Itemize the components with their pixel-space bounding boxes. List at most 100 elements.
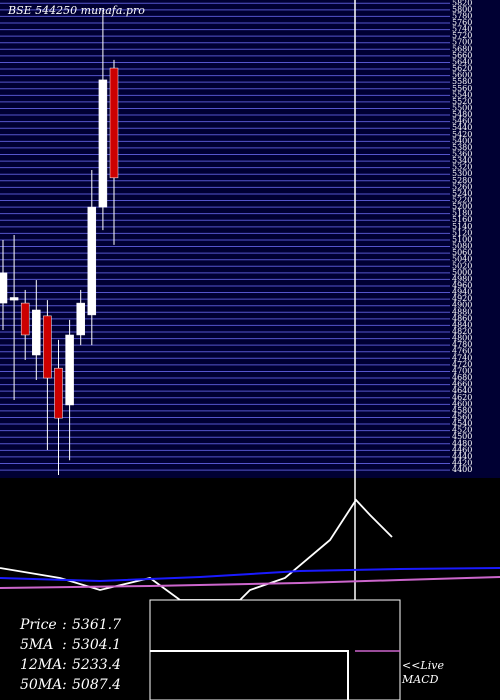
y-tick-label: 4700: [452, 366, 472, 375]
y-tick-label: 5260: [452, 182, 472, 191]
y-tick-label: 5700: [452, 38, 472, 47]
y-tick-label: 4640: [452, 386, 472, 395]
y-tick-label: 4740: [452, 353, 472, 362]
info-value: 5087.4: [72, 677, 121, 693]
y-tick-label: 5320: [452, 163, 472, 172]
y-tick-label: 5140: [452, 222, 472, 231]
macd-label: <<Live: [402, 659, 444, 672]
y-tick-label: 5820: [452, 0, 472, 7]
info-colon: :: [62, 617, 67, 633]
info-label: Price: [19, 617, 57, 633]
chart-title: BSE 544250 munafa.pro: [7, 4, 145, 17]
y-tick-label: 5600: [452, 71, 472, 80]
y-tick-label: 5420: [452, 130, 472, 139]
candle-body: [65, 334, 74, 406]
y-tick-label: 4980: [452, 274, 472, 283]
y-tick-label: 4820: [452, 327, 472, 336]
y-tick-label: 5780: [452, 11, 472, 20]
y-tick-label: 4440: [452, 452, 472, 461]
histogram-line: [0, 576, 500, 589]
y-tick-label: 4400: [452, 465, 472, 474]
candle-body: [43, 315, 52, 379]
candle-body: [54, 367, 63, 419]
y-tick-label: 4620: [452, 393, 472, 402]
candle-body: [0, 272, 8, 304]
y-tick-label: 4540: [452, 419, 472, 428]
y-tick-label: 5360: [452, 149, 472, 158]
y-tick-label: 5040: [452, 255, 472, 264]
y-tick-label: 4420: [452, 458, 472, 467]
y-tick-label: 4880: [452, 307, 472, 316]
y-tick-label: 4600: [452, 399, 472, 408]
candle-body: [87, 206, 97, 316]
macd-line: [0, 498, 393, 601]
y-tick-label: 5720: [452, 31, 472, 40]
y-tick-label: 5800: [452, 5, 472, 14]
y-tick-label: 4680: [452, 373, 472, 382]
y-tick-label: 5760: [452, 18, 472, 27]
y-tick-label: 5240: [452, 189, 472, 198]
y-tick-label: 4780: [452, 340, 472, 349]
y-tick-label: 5380: [452, 143, 472, 152]
info-value: 5233.4: [72, 657, 121, 673]
y-tick-label: 5460: [452, 117, 472, 126]
info-colon: :: [62, 677, 67, 693]
info-label: 50MA: [20, 677, 62, 693]
candle-body: [98, 79, 108, 208]
y-tick-label: 4940: [452, 288, 472, 297]
y-tick-label: 5620: [452, 64, 472, 73]
y-tick-label: 4800: [452, 334, 472, 343]
y-tick-label: 5500: [452, 103, 472, 112]
y-tick-label: 5540: [452, 90, 472, 99]
y-tick-label: 5280: [452, 176, 472, 185]
y-tick-label: 4580: [452, 406, 472, 415]
candle-body: [9, 297, 19, 301]
y-tick-label: 4760: [452, 347, 472, 356]
y-tick-label: 5740: [452, 25, 472, 34]
candle-body: [76, 302, 85, 336]
y-tick-label: 4460: [452, 445, 472, 454]
y-tick-label: 5120: [452, 228, 472, 237]
y-tick-label: 4860: [452, 314, 472, 323]
y-tick-label: 5160: [452, 215, 472, 224]
signal-line: [0, 567, 500, 583]
y-tick-label: 5520: [452, 97, 472, 106]
y-tick-label: 5680: [452, 44, 472, 53]
candle-body: [20, 302, 30, 336]
y-tick-label: 4520: [452, 426, 472, 435]
price-panel: [0, 0, 500, 478]
info-value: 5361.7: [72, 617, 121, 633]
info-colon: :: [62, 637, 67, 653]
y-tick-label: 5660: [452, 51, 472, 60]
y-tick-label: 4960: [452, 281, 472, 290]
y-tick-label: 5080: [452, 242, 472, 251]
y-tick-label: 5580: [452, 77, 472, 86]
y-tick-label: 4480: [452, 439, 472, 448]
info-value: 5304.1: [72, 637, 121, 653]
y-tick-label: 5480: [452, 110, 472, 119]
y-tick-label: 4900: [452, 301, 472, 310]
candle-body: [109, 67, 119, 179]
y-tick-label: 5060: [452, 248, 472, 257]
info-label: 12MA: [20, 657, 62, 673]
info-label: 5MA: [20, 637, 53, 653]
y-tick-label: 5100: [452, 235, 472, 244]
y-tick-label: 4920: [452, 294, 472, 303]
info-colon: :: [62, 657, 67, 673]
y-tick-label: 4840: [452, 320, 472, 329]
y-tick-label: 5180: [452, 209, 472, 218]
y-tick-label: 4560: [452, 412, 472, 421]
y-tick-label: 4720: [452, 360, 472, 369]
y-tick-label: 5020: [452, 261, 472, 270]
y-tick-label: 5440: [452, 123, 472, 132]
candle-body: [32, 309, 41, 356]
y-tick-label: 5000: [452, 268, 472, 277]
y-tick-label: 5340: [452, 156, 472, 165]
y-tick-label: 4500: [452, 432, 472, 441]
y-tick-label: 5560: [452, 84, 472, 93]
y-tick-label: 5220: [452, 196, 472, 205]
y-tick-label: 5300: [452, 169, 472, 178]
y-tick-label: 5640: [452, 57, 472, 66]
